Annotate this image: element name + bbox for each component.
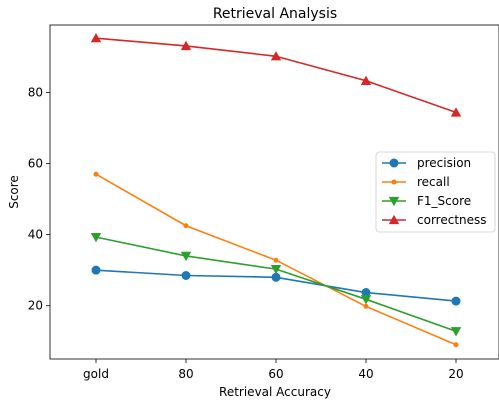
point-recall xyxy=(453,342,459,348)
legend-label-correctness: correctness xyxy=(417,213,487,227)
point-correctness xyxy=(270,51,282,61)
x-tick-label: 60 xyxy=(268,367,283,381)
x-axis: gold 80 60 40 20 xyxy=(83,359,464,381)
point-correctness xyxy=(450,107,462,117)
point-f1-score xyxy=(90,232,102,243)
point-precision xyxy=(91,265,101,275)
legend-label-precision: precision xyxy=(417,156,471,170)
x-tick-label: 20 xyxy=(448,367,463,381)
series-line-f1-score xyxy=(95,236,457,333)
x-tick-label: 40 xyxy=(358,367,373,381)
legend: precision recall F1_Score correctness xyxy=(375,151,496,233)
point-correctness xyxy=(180,40,192,51)
point-correctness xyxy=(360,75,372,85)
point-recall xyxy=(183,223,189,229)
point-precision xyxy=(451,296,461,306)
y-axis: 20 40 60 80 xyxy=(28,86,50,313)
x-tick-label: gold xyxy=(83,367,109,381)
y-axis-label: Score xyxy=(7,175,21,209)
point-f1-score xyxy=(360,295,372,305)
plot-area xyxy=(49,24,499,360)
legend-marker-recall xyxy=(391,179,397,185)
series-layer xyxy=(90,32,462,348)
point-correctness xyxy=(90,32,102,43)
legend-label-f1-score: F1_Score xyxy=(417,194,471,208)
point-precision xyxy=(181,271,191,280)
legend-marker-precision xyxy=(389,158,399,168)
y-tick-label: 20 xyxy=(28,299,43,313)
point-recall xyxy=(273,257,279,263)
legend-marker-f1-score xyxy=(388,196,400,207)
point-recall xyxy=(93,171,99,177)
point-f1-score xyxy=(450,327,462,337)
y-tick-label: 40 xyxy=(28,228,43,242)
series-line-correctness xyxy=(95,37,457,114)
y-tick-label: 80 xyxy=(28,86,43,100)
x-tick-label: 80 xyxy=(178,367,193,381)
point-f1-score xyxy=(180,251,192,262)
legend-marker-correctness xyxy=(388,214,400,225)
legend-box xyxy=(375,151,496,233)
point-precision xyxy=(361,288,371,298)
y-tick-label: 60 xyxy=(28,157,43,171)
point-recall xyxy=(363,303,369,309)
x-axis-label: Retrieval Accuracy xyxy=(219,385,331,399)
chart-title: Retrieval Analysis xyxy=(213,6,337,22)
legend-label-recall: recall xyxy=(417,175,450,189)
point-precision xyxy=(271,272,281,282)
point-f1-score xyxy=(270,264,282,275)
